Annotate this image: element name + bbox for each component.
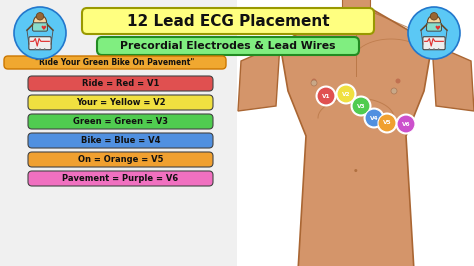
Circle shape (352, 97, 370, 115)
Circle shape (34, 15, 46, 28)
Polygon shape (280, 8, 432, 266)
Circle shape (378, 114, 396, 132)
Circle shape (336, 84, 356, 105)
Text: V3: V3 (357, 103, 365, 109)
FancyBboxPatch shape (28, 76, 213, 91)
Circle shape (364, 107, 384, 128)
Text: Your = Yellow = V2: Your = Yellow = V2 (76, 98, 165, 107)
Polygon shape (238, 44, 280, 111)
FancyBboxPatch shape (29, 37, 51, 50)
Text: V4: V4 (370, 115, 378, 120)
FancyBboxPatch shape (28, 133, 213, 148)
Circle shape (39, 48, 41, 49)
FancyBboxPatch shape (423, 37, 445, 50)
Text: V6: V6 (401, 122, 410, 127)
Circle shape (35, 48, 36, 49)
Polygon shape (432, 44, 474, 111)
FancyBboxPatch shape (28, 114, 213, 129)
Circle shape (395, 114, 417, 135)
FancyBboxPatch shape (28, 171, 213, 186)
Circle shape (317, 87, 335, 105)
Text: V2: V2 (342, 92, 350, 97)
Text: "Ride Your Green Bike On Pavement": "Ride Your Green Bike On Pavement" (35, 58, 195, 67)
Circle shape (391, 88, 397, 94)
Circle shape (14, 7, 66, 59)
FancyBboxPatch shape (33, 23, 47, 31)
Circle shape (337, 85, 355, 103)
Text: ♥: ♥ (41, 26, 46, 31)
Circle shape (365, 109, 383, 127)
Text: V5: V5 (383, 120, 392, 126)
Text: V1: V1 (322, 94, 330, 98)
Circle shape (433, 48, 435, 49)
FancyBboxPatch shape (97, 37, 359, 55)
FancyBboxPatch shape (237, 0, 474, 266)
FancyBboxPatch shape (342, 0, 370, 8)
Text: 12 Lead ECG Placement: 12 Lead ECG Placement (127, 14, 329, 28)
Circle shape (397, 115, 415, 133)
FancyBboxPatch shape (4, 56, 226, 69)
Text: Pavement = Purple = V6: Pavement = Purple = V6 (63, 174, 179, 183)
Circle shape (376, 113, 398, 134)
Text: Green = Green = V3: Green = Green = V3 (73, 117, 168, 126)
Circle shape (430, 13, 438, 20)
Circle shape (36, 13, 44, 20)
Text: Precordial Electrodes & Lead Wires: Precordial Electrodes & Lead Wires (120, 41, 336, 51)
Circle shape (316, 85, 337, 106)
Circle shape (350, 95, 372, 117)
Circle shape (428, 15, 440, 28)
Circle shape (395, 78, 401, 84)
Circle shape (311, 80, 317, 86)
FancyBboxPatch shape (28, 152, 213, 167)
Text: Bike = Blue = V4: Bike = Blue = V4 (81, 136, 160, 145)
FancyBboxPatch shape (427, 23, 441, 31)
Circle shape (311, 78, 317, 84)
Text: Ride = Red = V1: Ride = Red = V1 (82, 79, 159, 88)
Circle shape (428, 48, 430, 49)
Text: ♥: ♥ (435, 26, 441, 31)
Circle shape (438, 48, 439, 49)
FancyBboxPatch shape (82, 8, 374, 34)
Circle shape (408, 7, 460, 59)
Text: ●: ● (354, 169, 358, 173)
Circle shape (44, 48, 46, 49)
FancyBboxPatch shape (28, 95, 213, 110)
Text: On = Orange = V5: On = Orange = V5 (78, 155, 163, 164)
